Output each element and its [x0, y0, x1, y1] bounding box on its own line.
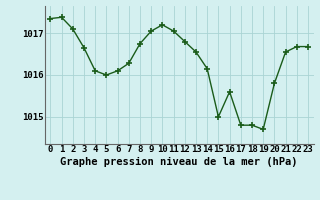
X-axis label: Graphe pression niveau de la mer (hPa): Graphe pression niveau de la mer (hPa)	[60, 157, 298, 167]
